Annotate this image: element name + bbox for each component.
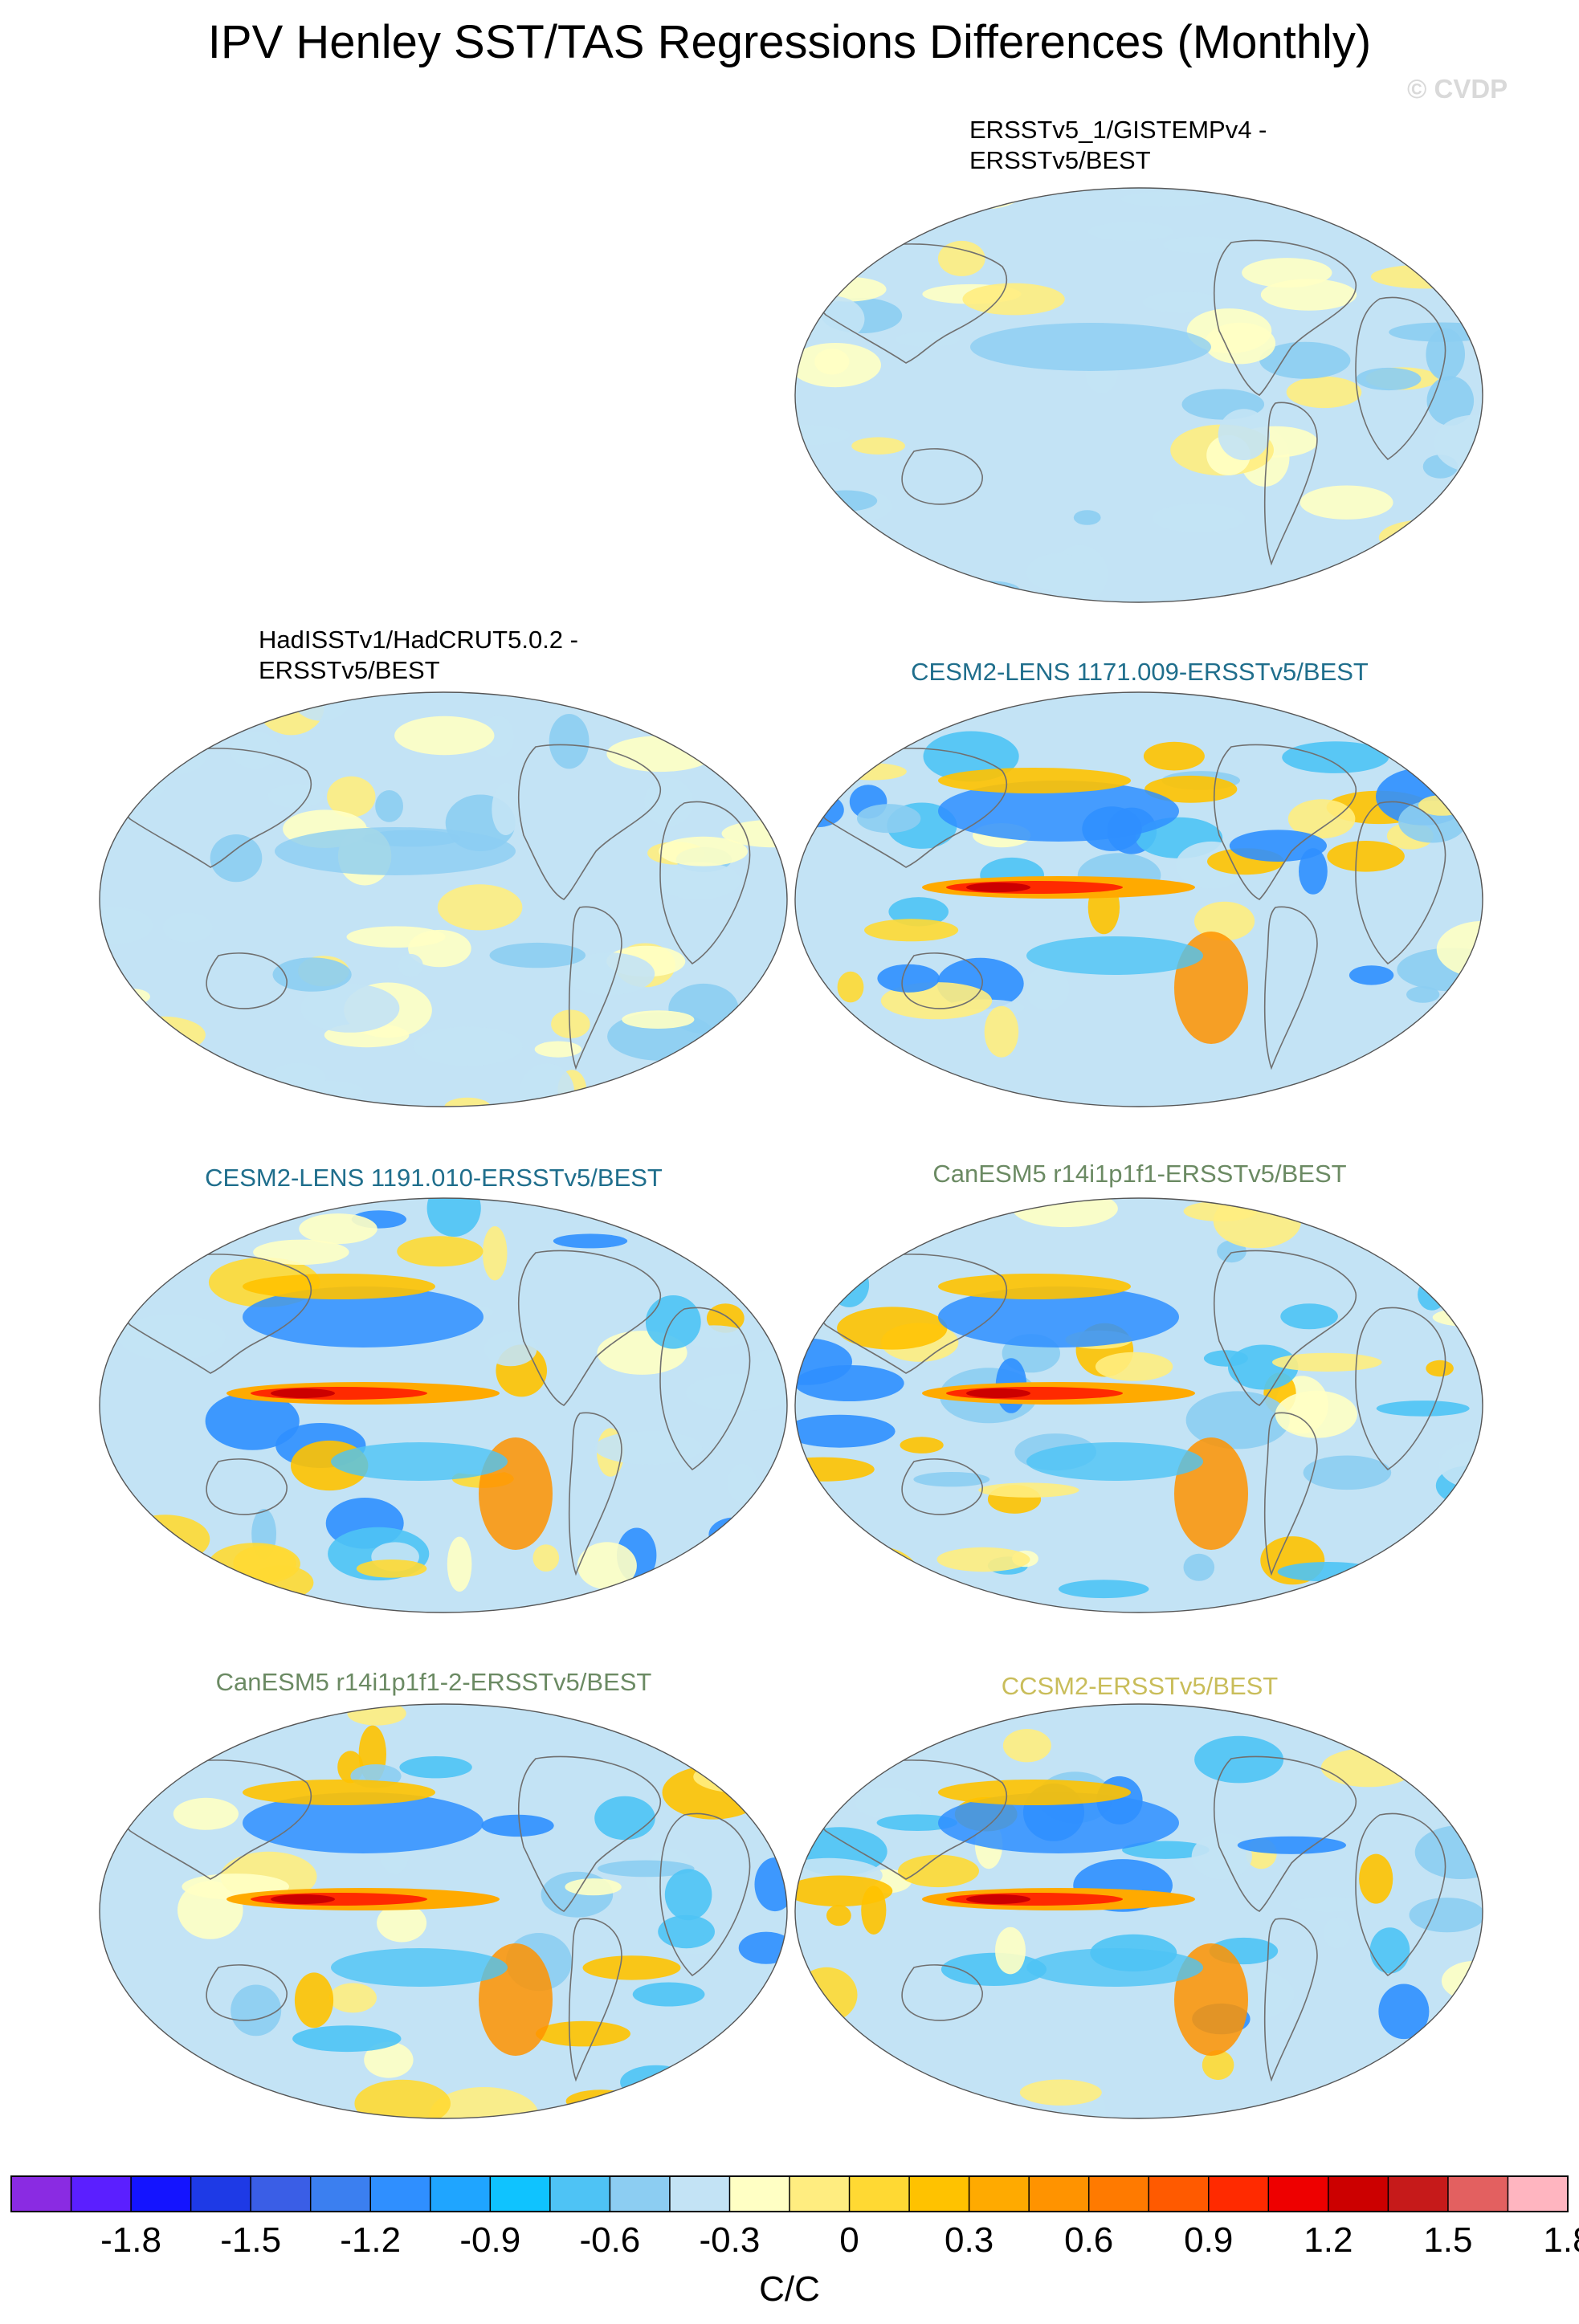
colorbar-swatch [1447,2176,1508,2212]
colorbar-swatch [1149,2176,1210,2212]
colorbar-tick-label: 1.5 [1423,2220,1473,2260]
map-panel-cesm2-lens-1171 [794,691,1483,1107]
panel-title-ersstv5-1-gistempv4: ERSSTv5_1/GISTEMPv4 - ERSSTv5/BEST [969,116,1267,174]
panel-title-cesm2-lens-1191: CESM2-LENS 1191.010-ERSSTv5/BEST [205,1164,663,1192]
panel-title-ccsm2: CCSM2-ERSSTv5/BEST [1001,1672,1279,1700]
colorbar-swatch [669,2176,730,2212]
colorbar-swatch [71,2176,132,2212]
colorbar-swatch [1268,2176,1329,2212]
watermark: © CVDP [1407,74,1508,104]
colorbar-swatch [310,2176,371,2212]
colorbar-swatch [1328,2176,1389,2212]
map-panel-ccsm2 [794,1703,1483,2119]
colorbar-tick-label: -1.2 [340,2220,402,2260]
colorbar-tick-label: -0.6 [579,2220,641,2260]
panel-title-canesm5-r14i1p1f1: CanESM5 r14i1p1f1-ERSSTv5/BEST [932,1160,1347,1188]
map-panel-canesm5-r14i1p1f1-2 [99,1703,788,2119]
colorbar-swatch [430,2176,491,2212]
colorbar-swatch [610,2176,671,2212]
map-panel-canesm5-r14i1p1f1 [794,1197,1483,1613]
colorbar-tick-label: 1.8 [1543,2220,1579,2260]
figure-title: IPV Henley SST/TAS Regressions Differenc… [207,16,1372,68]
colorbar-swatch [549,2176,610,2212]
colorbar-swatch [490,2176,551,2212]
colorbar-swatch [1088,2176,1149,2212]
colorbar-swatch [11,2176,72,2212]
map-panel-cesm2-lens-1191 [99,1197,788,1613]
colorbar-swatch [1208,2176,1269,2212]
map-panel-hadisstv1-hadcrut5 [99,691,788,1107]
colorbar-swatch [790,2176,851,2212]
colorbar-swatch [969,2176,1030,2212]
colorbar-swatch [729,2176,790,2212]
colorbar-swatch [131,2176,192,2212]
panel-title-canesm5-r14i1p1f1-2: CanESM5 r14i1p1f1-2-ERSSTv5/BEST [215,1668,652,1696]
colorbar-units: C/C [759,2269,820,2309]
colorbar-tick-label: -0.9 [459,2220,521,2260]
colorbar-tick-label: -1.8 [100,2220,161,2260]
colorbar-swatch [370,2176,431,2212]
colorbar-tick-label: 0.6 [1064,2220,1114,2260]
colorbar-tick-label: 0 [839,2220,859,2260]
colorbar-swatch [849,2176,910,2212]
colorbar-tick-label: 1.2 [1304,2220,1353,2260]
colorbar-tick-label: 0.3 [945,2220,994,2260]
colorbar-tick-label: -1.5 [220,2220,282,2260]
colorbar-tick-label: -0.3 [699,2220,761,2260]
colorbar-tick-label: 0.9 [1184,2220,1234,2260]
colorbar-swatch [909,2176,970,2212]
colorbar-swatch [190,2176,251,2212]
colorbar-swatch [1029,2176,1090,2212]
colorbar-swatch [251,2176,312,2212]
panel-title-hadisstv1-hadcrut5: HadISSTv1/HadCRUT5.0.2 - ERSSTv5/BEST [259,626,578,684]
map-panel-ersstv5-1-gistempv4 [794,187,1483,603]
panel-title-cesm2-lens-1171: CESM2-LENS 1171.009-ERSSTv5/BEST [911,658,1369,686]
colorbar-swatch [1508,2176,1569,2212]
colorbar-swatch [1388,2176,1449,2212]
